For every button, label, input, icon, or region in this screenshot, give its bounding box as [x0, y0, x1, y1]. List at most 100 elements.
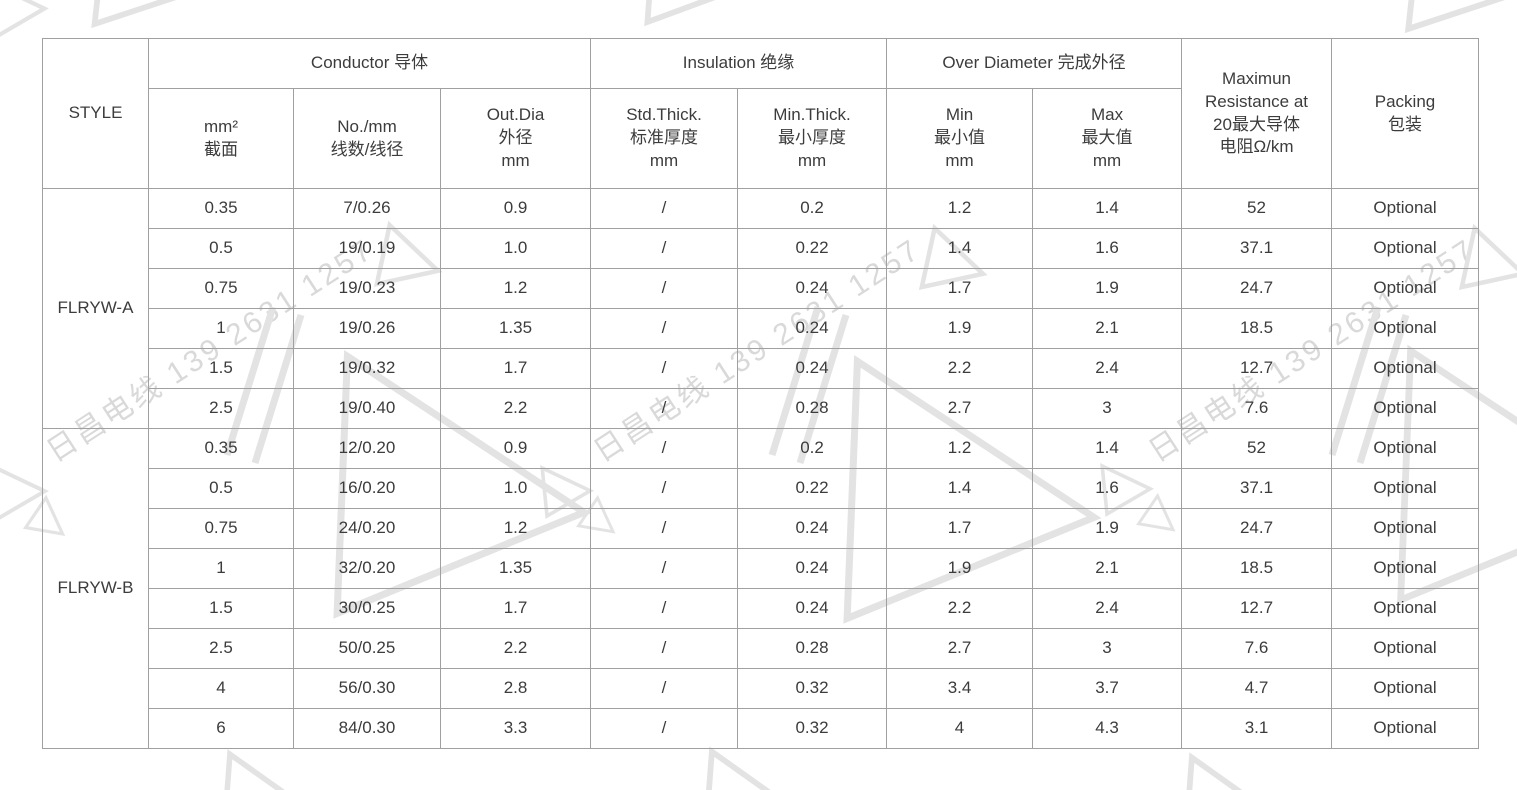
table-row: 0.5 16/0.20 1.0/0.22 1.4 1.6 37.1 Optional [43, 468, 1480, 509]
data-cell: 0.32 [737, 668, 888, 709]
data-cell: 0.24 [737, 348, 888, 389]
data-cell: 0.24 [737, 268, 888, 309]
data-cell: 2.5 [148, 628, 294, 669]
data-cell: 3.7 [1032, 668, 1183, 709]
data-cell: 1.35 [439, 548, 592, 589]
header-group-insulation: Insulation 绝缘 [590, 38, 888, 89]
data-cell: Optional [1331, 668, 1480, 709]
data-cell: Optional [1331, 308, 1480, 349]
data-cell: 1.0 [439, 468, 592, 509]
data-cell: 50/0.25 [293, 628, 441, 669]
data-cell: 3.1 [1181, 708, 1333, 749]
data-cell: 2.7 [886, 628, 1034, 669]
data-cell: 0.32 [737, 708, 888, 749]
data-cell: 1.6 [1032, 468, 1183, 509]
data-cell: / [590, 348, 739, 389]
header-max: Max 最大值 mm [1032, 88, 1183, 189]
data-cell: 2.7 [886, 388, 1034, 429]
data-cell: 1.9 [886, 548, 1034, 589]
data-cell: / [590, 388, 739, 429]
data-cell: 1.7 [439, 588, 592, 629]
data-cell: 7.6 [1181, 628, 1333, 669]
data-cell: 1.6 [1032, 228, 1183, 269]
data-cell: 0.2 [737, 428, 888, 469]
cable-spec-table: STYLE Conductor 导体 Insulation 绝缘 Over Di… [42, 38, 1480, 749]
data-cell: 0.24 [737, 308, 888, 349]
header-out-dia: Out.Dia 外径 mm [439, 88, 592, 189]
header-no-mm: No./mm 线数/线径 [293, 88, 441, 189]
data-cell: 2.2 [886, 588, 1034, 629]
table-row: 4 56/0.30 2.8/0.32 3.4 3.7 4.7 Optional [43, 668, 1480, 709]
data-cell: 1.35 [439, 308, 592, 349]
data-cell: 0.75 [148, 508, 294, 549]
data-cell: 3.3 [439, 708, 592, 749]
table-row: 1 32/0.20 1.35/0.24 1.9 2.1 18.5 Optional [43, 548, 1480, 589]
data-cell: 2.8 [439, 668, 592, 709]
data-cell: 12.7 [1181, 348, 1333, 389]
data-cell: Optional [1331, 268, 1480, 309]
data-cell: 2.5 [148, 388, 294, 429]
data-cell: 1.0 [439, 228, 592, 269]
style-cell: FLRYW-B [42, 428, 149, 749]
data-cell: / [590, 588, 739, 629]
data-cell: 1.4 [1032, 188, 1183, 229]
data-cell: / [590, 548, 739, 589]
data-cell: 0.9 [439, 428, 592, 469]
data-cell: 52 [1181, 188, 1333, 229]
data-cell: / [590, 708, 739, 749]
data-cell: 1.2 [886, 188, 1034, 229]
data-cell: 18.5 [1181, 308, 1333, 349]
data-cell: 3 [1032, 388, 1183, 429]
data-cell: / [590, 228, 739, 269]
data-cell: 2.2 [439, 388, 592, 429]
spec-table-wrap: STYLE Conductor 导体 Insulation 绝缘 Over Di… [42, 38, 1480, 749]
header-packing: Packing 包装 [1331, 38, 1480, 189]
data-cell: 0.22 [737, 228, 888, 269]
table-row: 2.5 50/0.25 2.2/0.28 2.7 3 7.6 Optional [43, 628, 1480, 669]
data-cell: / [590, 308, 739, 349]
data-cell: 0.24 [737, 508, 888, 549]
data-cell: 1.4 [886, 228, 1034, 269]
header-mm2: mm² 截面 [148, 88, 294, 189]
data-cell: Optional [1331, 708, 1480, 749]
data-cell: 7/0.26 [293, 188, 441, 229]
data-cell: Optional [1331, 348, 1480, 389]
data-cell: 19/0.19 [293, 228, 441, 269]
data-cell: 0.5 [148, 228, 294, 269]
data-cell: 2.1 [1032, 308, 1183, 349]
data-cell: / [590, 468, 739, 509]
data-cell: 0.35 [148, 188, 294, 229]
header-min-thick: Min.Thick. 最小厚度 mm [737, 88, 888, 189]
data-cell: 37.1 [1181, 468, 1333, 509]
data-cell: 19/0.23 [293, 268, 441, 309]
data-cell: / [590, 188, 739, 229]
header-style: STYLE [42, 38, 149, 189]
data-cell: 1.7 [439, 348, 592, 389]
data-cell: 0.28 [737, 628, 888, 669]
data-cell: 1.2 [886, 428, 1034, 469]
data-cell: 19/0.26 [293, 308, 441, 349]
data-cell: Optional [1331, 468, 1480, 509]
table-row: FLRYW-A 0.35 7/0.26 0.9/0.2 1.2 1.4 52 Optional [42, 188, 1480, 429]
data-cell: 0.35 [148, 428, 294, 469]
table-header: STYLE Conductor 导体 Insulation 绝缘 Over Di… [42, 38, 1480, 189]
table-row: 6 84/0.30 3.3/0.32 4 4.3 3.1 Optional [43, 708, 1480, 749]
data-cell: Optional [1331, 508, 1480, 549]
data-cell: 4 [886, 708, 1034, 749]
data-cell: 37.1 [1181, 228, 1333, 269]
data-cell: 30/0.25 [293, 588, 441, 629]
data-cell: 0.28 [737, 388, 888, 429]
data-cell: 3 [1032, 628, 1183, 669]
data-cell: Optional [1331, 388, 1480, 429]
table-row: 0.75 19/0.23 1.2/0.24 1.7 1.9 24.7 Optional [43, 268, 1480, 309]
data-cell: 1.9 [1032, 268, 1183, 309]
table-row: 1.5 30/0.25 1.7/0.24 2.2 2.4 12.7 Optional [43, 588, 1480, 629]
data-cell: 0.22 [737, 468, 888, 509]
data-cell: 12.7 [1181, 588, 1333, 629]
data-cell: 6 [148, 708, 294, 749]
data-cell: Optional [1331, 228, 1480, 269]
data-cell: 24.7 [1181, 508, 1333, 549]
data-cell: 2.1 [1032, 548, 1183, 589]
data-cell: / [590, 668, 739, 709]
